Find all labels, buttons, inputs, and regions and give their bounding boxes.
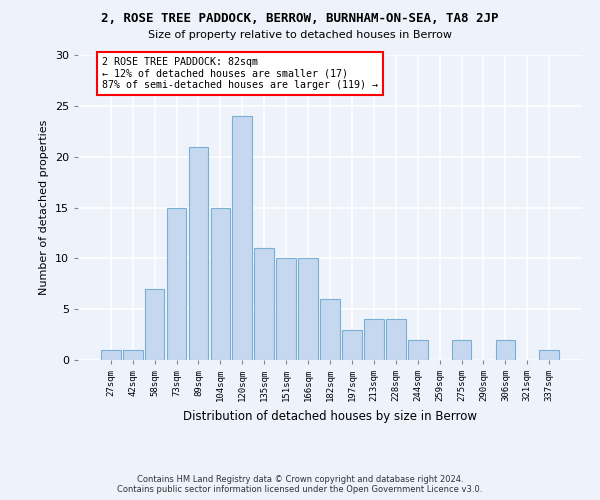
- Bar: [298, 258, 318, 360]
- Bar: [123, 350, 143, 360]
- Y-axis label: Number of detached properties: Number of detached properties: [39, 120, 49, 295]
- Bar: [452, 340, 472, 360]
- Bar: [188, 146, 208, 360]
- Text: Size of property relative to detached houses in Berrow: Size of property relative to detached ho…: [148, 30, 452, 40]
- Bar: [101, 350, 121, 360]
- Bar: [254, 248, 274, 360]
- Bar: [232, 116, 252, 360]
- Bar: [539, 350, 559, 360]
- Text: 2, ROSE TREE PADDOCK, BERROW, BURNHAM-ON-SEA, TA8 2JP: 2, ROSE TREE PADDOCK, BERROW, BURNHAM-ON…: [101, 12, 499, 26]
- Bar: [320, 299, 340, 360]
- Bar: [276, 258, 296, 360]
- Bar: [145, 289, 164, 360]
- Bar: [211, 208, 230, 360]
- Bar: [167, 208, 187, 360]
- Bar: [386, 320, 406, 360]
- Bar: [408, 340, 428, 360]
- Text: 2 ROSE TREE PADDOCK: 82sqm
← 12% of detached houses are smaller (17)
87% of semi: 2 ROSE TREE PADDOCK: 82sqm ← 12% of deta…: [102, 57, 378, 90]
- Text: Contains HM Land Registry data © Crown copyright and database right 2024.
Contai: Contains HM Land Registry data © Crown c…: [118, 474, 482, 494]
- X-axis label: Distribution of detached houses by size in Berrow: Distribution of detached houses by size …: [183, 410, 477, 422]
- Bar: [496, 340, 515, 360]
- Bar: [364, 320, 384, 360]
- Bar: [342, 330, 362, 360]
